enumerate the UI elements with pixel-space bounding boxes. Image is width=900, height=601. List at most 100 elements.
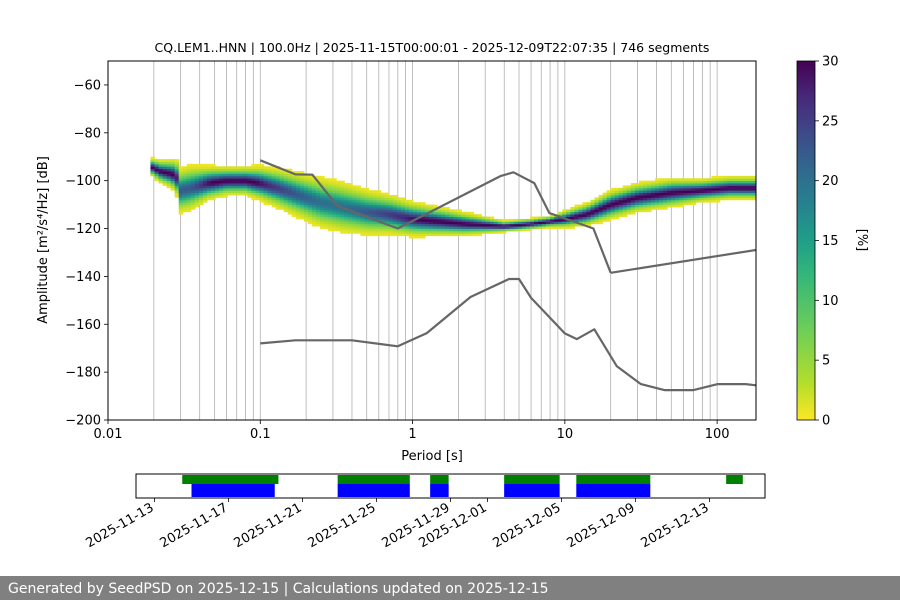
psd-cell — [723, 180, 729, 184]
psd-cell — [328, 226, 333, 229]
psd-cell — [372, 209, 378, 213]
psd-cell — [392, 195, 398, 198]
psd-cell — [723, 195, 729, 198]
psd-cell — [267, 175, 273, 179]
psd-cell — [412, 206, 418, 210]
psd-cell — [416, 209, 422, 213]
psd-cell — [356, 202, 361, 205]
colorbar-tick-label: 20 — [822, 174, 839, 189]
psd-cell — [485, 230, 491, 234]
psd-cell — [275, 175, 281, 179]
psd-cell — [287, 197, 293, 201]
psd-cell — [267, 187, 273, 191]
psd-cell — [638, 199, 644, 203]
psd-cell — [190, 197, 196, 201]
psd-cell — [638, 204, 644, 208]
psd-cell — [198, 197, 204, 201]
psd-cell — [538, 221, 543, 225]
psd-cell — [707, 195, 713, 198]
nlnm-line — [260, 277, 756, 392]
psd-cell — [174, 168, 180, 172]
psd-cell — [719, 183, 725, 186]
psd-cell — [691, 183, 697, 186]
psd-cell — [558, 221, 563, 225]
psd-cell — [344, 209, 349, 213]
psd-cell — [392, 228, 398, 232]
psd-cell — [671, 185, 676, 189]
psd-cell — [251, 163, 257, 167]
psd-cell — [429, 221, 434, 225]
psd-cell — [324, 221, 329, 225]
psd-cell — [247, 168, 252, 172]
psd-cell — [485, 223, 491, 227]
psd-cell — [493, 230, 499, 234]
psd-cell — [449, 230, 454, 234]
psd-cell — [707, 199, 713, 203]
psd-cell — [671, 192, 676, 196]
psd-cell — [384, 192, 390, 196]
psd-cell — [554, 218, 559, 222]
psd-cell — [634, 195, 640, 198]
psd-cell — [223, 185, 228, 189]
psd-cell — [473, 214, 479, 217]
psd-cell — [368, 214, 374, 217]
psd-cell — [671, 180, 676, 184]
psd-cell — [396, 209, 402, 213]
psd-cell — [739, 192, 745, 196]
psd-cell — [328, 190, 333, 194]
psd-cell — [295, 183, 301, 186]
psd-cell — [263, 195, 269, 198]
psd-cell — [344, 230, 349, 234]
psd-cell — [400, 226, 406, 229]
psd-cell — [384, 197, 390, 201]
psd-cell — [247, 195, 252, 198]
psd-cell — [344, 187, 349, 191]
psd-cell — [364, 214, 370, 217]
psd-cell — [162, 173, 168, 177]
psd-cell — [202, 171, 208, 174]
psd-cell — [328, 192, 333, 196]
psd-cell — [550, 223, 555, 227]
psd-cell — [412, 211, 418, 215]
psd-cell — [437, 214, 442, 217]
psd-cell — [376, 197, 382, 201]
psd-cell — [392, 218, 398, 222]
psd-cell — [695, 199, 701, 203]
psd-cell — [546, 226, 551, 229]
psd-cell — [546, 218, 551, 222]
psd-cell — [194, 185, 200, 189]
psd-cell — [618, 187, 624, 191]
psd-cell — [465, 228, 470, 232]
psd-cell — [457, 230, 462, 234]
psd-cell — [299, 183, 305, 186]
psd-cell — [283, 202, 289, 205]
psd-cell — [416, 228, 422, 232]
psd-cell — [663, 185, 668, 189]
psd-cell — [352, 223, 357, 227]
psd-cell — [340, 195, 345, 198]
psd-cell — [247, 192, 252, 196]
psd-cell — [461, 211, 466, 215]
psd-cell — [542, 218, 547, 222]
psd-cell — [295, 195, 301, 198]
psd-cell — [647, 199, 652, 203]
psd-cell — [433, 204, 438, 208]
psd-cell — [186, 178, 192, 182]
psd-cell — [311, 206, 317, 210]
psd-cell — [380, 202, 386, 205]
psd-cell — [186, 199, 192, 203]
psd-cell — [315, 178, 321, 182]
psd-cell — [691, 190, 697, 194]
psd-cell — [231, 187, 236, 191]
psd-cell — [178, 178, 184, 182]
psd-cell — [182, 190, 188, 194]
psd-cell — [388, 218, 394, 222]
psd-cell — [380, 199, 386, 203]
psd-cell — [206, 192, 212, 196]
psd-cell — [344, 197, 349, 201]
psd-cell — [687, 190, 693, 194]
psd-cell — [687, 197, 693, 201]
psd-cell — [578, 214, 584, 217]
psd-cell — [186, 185, 192, 189]
psd-cell — [380, 228, 386, 232]
